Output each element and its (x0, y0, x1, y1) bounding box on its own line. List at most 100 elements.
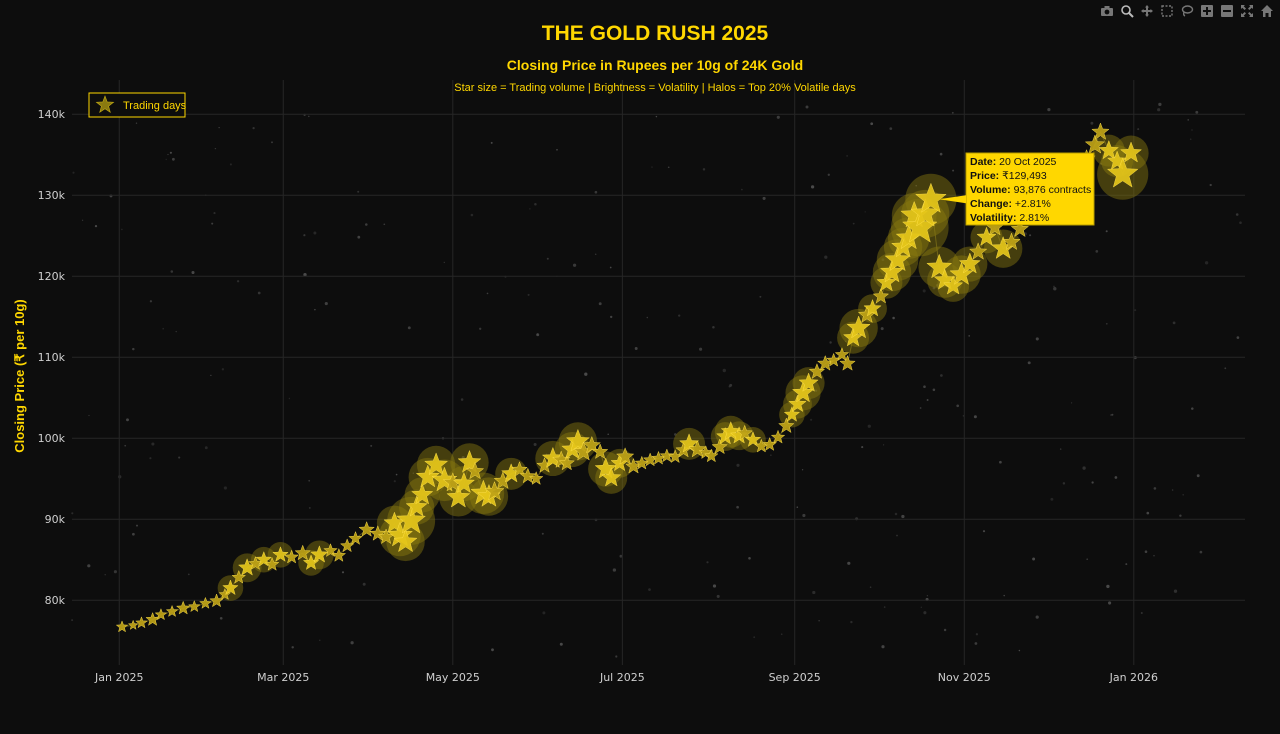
trading-day-star[interactable] (264, 556, 280, 571)
trading-day-star[interactable] (1084, 134, 1106, 154)
trading-day-star[interactable] (942, 275, 964, 295)
box-select-icon[interactable] (1158, 2, 1176, 20)
trading-day-star[interactable] (457, 449, 482, 473)
trading-day-star[interactable] (651, 450, 666, 465)
trading-day-star[interactable] (958, 252, 981, 274)
trading-day-star[interactable] (846, 315, 871, 339)
reset-axes-icon[interactable] (1258, 2, 1276, 20)
zoom-in-icon[interactable] (1198, 2, 1216, 20)
trading-day-star[interactable] (465, 461, 485, 480)
trading-day-star[interactable] (770, 429, 786, 444)
trading-day-star[interactable] (659, 448, 675, 463)
background-star (736, 463, 740, 467)
camera-icon[interactable] (1098, 2, 1116, 20)
trading-day-star[interactable] (272, 546, 289, 562)
trading-day-star[interactable] (968, 242, 988, 260)
trading-day-star[interactable] (876, 271, 897, 292)
trading-day-star[interactable] (231, 569, 247, 584)
trading-day-star[interactable] (294, 544, 311, 561)
trading-day-star[interactable] (601, 467, 622, 487)
trading-day-star[interactable] (284, 549, 299, 564)
trading-day-star[interactable] (783, 405, 801, 422)
trading-day-star[interactable] (175, 600, 191, 615)
trading-day-star[interactable] (839, 354, 856, 371)
trading-day-star[interactable] (558, 454, 576, 471)
trading-day-star[interactable] (424, 452, 449, 476)
trading-day-star[interactable] (528, 470, 544, 485)
trading-day-star[interactable] (915, 182, 947, 213)
trading-day-star[interactable] (884, 246, 911, 272)
trading-day-star[interactable] (798, 372, 819, 392)
trading-day-star[interactable] (1091, 122, 1110, 140)
trading-day-star[interactable] (484, 480, 505, 501)
trading-day-star[interactable] (863, 298, 882, 317)
trading-day-star[interactable] (405, 495, 428, 517)
lasso-select-icon[interactable] (1178, 2, 1196, 20)
trading-day-star[interactable] (396, 505, 427, 534)
background-star (291, 646, 294, 649)
trading-day-star[interactable] (127, 619, 139, 630)
trading-day-star[interactable] (949, 261, 974, 285)
trading-day-star[interactable] (582, 435, 602, 454)
trading-day-star[interactable] (834, 347, 850, 362)
trading-day-star[interactable] (1106, 157, 1139, 188)
trading-day-star[interactable] (879, 259, 905, 283)
trading-day-star[interactable] (452, 471, 476, 494)
trading-day-star[interactable] (369, 525, 387, 541)
trading-day-star[interactable] (744, 431, 762, 447)
trading-day-star[interactable] (1119, 141, 1143, 163)
trading-day-star[interactable] (339, 538, 355, 553)
zoom-icon[interactable] (1118, 2, 1136, 20)
trading-day-star[interactable] (615, 447, 635, 465)
trading-day-star[interactable] (393, 529, 418, 553)
trading-day-star[interactable] (218, 587, 232, 600)
pan-icon[interactable] (1138, 2, 1156, 20)
trading-day-star[interactable] (358, 521, 375, 537)
trading-day-star[interactable] (411, 483, 434, 505)
trading-day-star[interactable] (323, 543, 338, 558)
trading-day-star[interactable] (976, 226, 997, 246)
trading-day-star[interactable] (348, 530, 363, 545)
trading-day-star[interactable] (736, 424, 753, 441)
trading-day-star[interactable] (165, 604, 179, 617)
trading-day-star[interactable] (1010, 219, 1030, 238)
trading-day-star[interactable] (446, 484, 471, 508)
trading-day-star[interactable] (519, 467, 537, 484)
trading-day-star[interactable] (788, 394, 807, 413)
trading-day-star[interactable] (415, 464, 440, 488)
trading-day-star[interactable] (187, 599, 201, 613)
trading-day-star[interactable] (688, 439, 707, 458)
trading-day-star[interactable] (1002, 232, 1021, 251)
trading-day-star[interactable] (591, 443, 609, 460)
trading-day-star[interactable] (1098, 139, 1119, 160)
trading-day-star[interactable] (634, 455, 650, 470)
trading-day-star[interactable] (511, 461, 528, 477)
trading-day-star[interactable] (145, 611, 160, 626)
trading-day-star[interactable] (703, 448, 719, 463)
trading-day-star[interactable] (135, 616, 148, 629)
trading-day-star[interactable] (791, 381, 815, 403)
trading-day-star[interactable] (678, 433, 700, 453)
trading-day-star[interactable] (720, 421, 741, 441)
trading-day-star[interactable] (594, 457, 617, 479)
trading-day-star[interactable] (222, 579, 239, 596)
background-star (191, 270, 195, 275)
trading-day-star[interactable] (808, 363, 826, 379)
zoom-out-icon[interactable] (1218, 2, 1236, 20)
trading-day-star[interactable] (778, 417, 795, 434)
autoscale-icon[interactable] (1238, 2, 1256, 20)
trading-day-star[interactable] (872, 287, 890, 304)
legend[interactable]: Trading days (88, 92, 187, 118)
trading-day-star[interactable] (199, 596, 212, 609)
trading-day-star[interactable] (442, 472, 463, 492)
background-star (71, 512, 74, 515)
trading-day-star[interactable] (565, 428, 590, 452)
trading-day-star[interactable] (1106, 150, 1128, 170)
trading-day-star[interactable] (331, 547, 347, 562)
trading-day-star[interactable] (310, 545, 329, 563)
trading-day-star[interactable] (255, 550, 273, 567)
trading-day-star[interactable] (115, 620, 129, 633)
trading-day-star[interactable] (926, 253, 953, 279)
trading-day-star[interactable] (711, 438, 728, 455)
trading-day-star[interactable] (154, 608, 168, 621)
